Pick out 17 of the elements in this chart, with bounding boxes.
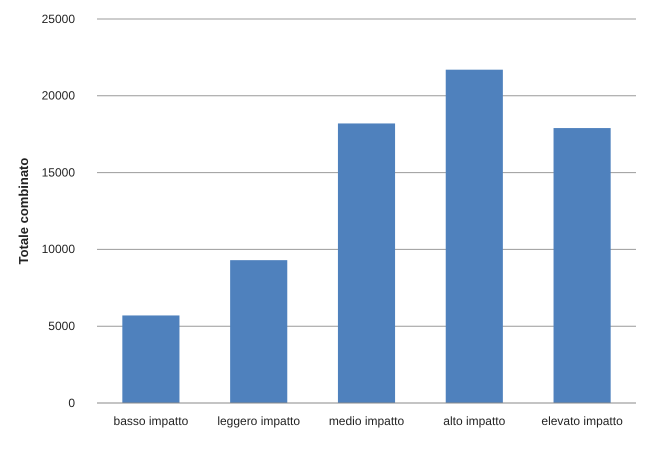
x-tick-label: alto impatto [443, 414, 506, 428]
y-axis-title: Totale combinato [16, 158, 31, 264]
y-tick-label: 20000 [42, 88, 76, 103]
bar [122, 315, 180, 403]
bar [338, 123, 396, 403]
bar [230, 260, 288, 403]
y-tick-label: 0 [68, 396, 76, 410]
y-tick-label: 15000 [42, 165, 76, 180]
x-tick-label: elevato impatto [541, 414, 624, 428]
y-tick-label: 5000 [48, 319, 76, 334]
x-tick-label: medio impatto [328, 414, 405, 428]
x-tick-label: basso impatto [114, 414, 189, 428]
y-tick-label: 25000 [42, 12, 76, 26]
y-tick-label: 10000 [42, 242, 76, 256]
bar [446, 70, 503, 403]
bar [554, 128, 611, 403]
x-tick-label: leggero impatto [217, 414, 300, 428]
